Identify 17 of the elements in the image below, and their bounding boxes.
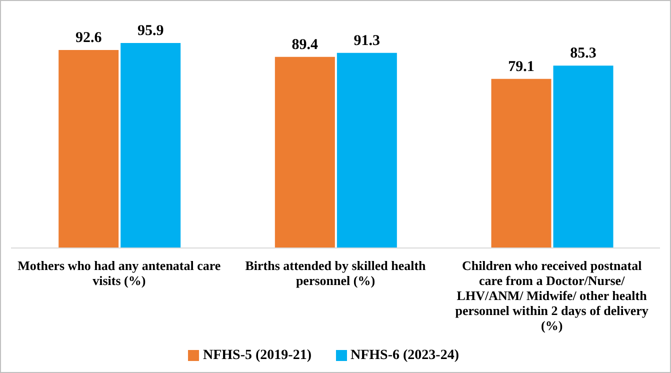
- legend-label: NFHS-6 (2023-24): [350, 348, 459, 363]
- legend-label: NFHS-5 (2019-21): [203, 348, 312, 363]
- data-label: 95.9: [137, 23, 164, 39]
- x-tick-label: Births attended by skilled health personnel (%): [245, 258, 427, 288]
- bar: [120, 43, 181, 248]
- bar: [58, 50, 119, 248]
- data-label: 85.3: [570, 46, 596, 62]
- x-tick-label: Mothers who had any antenatal care visits (%): [18, 258, 221, 288]
- bar: [553, 66, 614, 248]
- bar: [336, 52, 397, 248]
- data-label: 79.1: [508, 58, 534, 75]
- x-tick-label: Children who received postnatal care from a Doctor/Nurse/ LHV/ANM/ Midwife/ other health personnel within 2 days of delivery (%): [455, 258, 649, 333]
- bar: [274, 56, 335, 248]
- bar: [491, 78, 552, 248]
- data-label: 91.3: [354, 32, 380, 49]
- data-label: 92.6: [75, 30, 102, 46]
- data-label: 89.4: [292, 36, 319, 53]
